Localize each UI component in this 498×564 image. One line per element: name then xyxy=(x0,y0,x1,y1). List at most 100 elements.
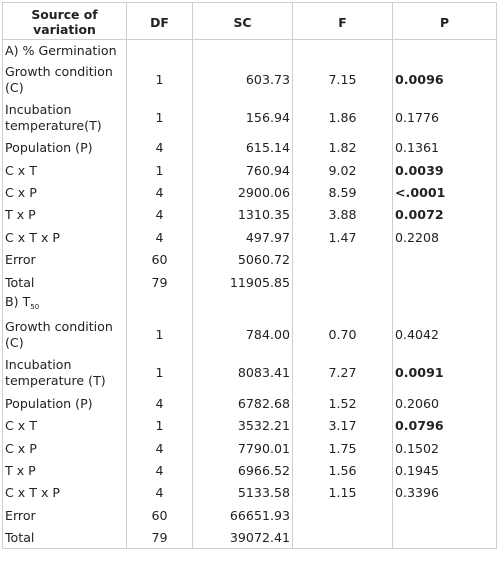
sc-cell: 497.97 xyxy=(192,226,293,249)
table-row: Error 60 5060.72 xyxy=(2,248,497,271)
p-cell: <.0001 xyxy=(392,181,497,204)
df-cell: 4 xyxy=(126,459,193,482)
table-row: Growth condition (C) 1 603.73 7.15 0.009… xyxy=(2,60,497,99)
source-cell: C x P xyxy=(2,181,127,204)
df-cell: 1 xyxy=(126,414,193,438)
section-b-row: B) T50 xyxy=(2,293,497,317)
f-cell: 3.88 xyxy=(292,203,393,227)
source-cell: Incubation temperature (T) xyxy=(2,354,127,393)
table-row: C x T 1 3532.21 3.17 0.0796 xyxy=(2,414,497,438)
source-cell: Incubation temperature(T) xyxy=(2,98,127,137)
df-cell: 4 xyxy=(126,226,193,249)
df-cell: 4 xyxy=(126,392,193,415)
p-cell: 0.0072 xyxy=(392,203,497,227)
sc-cell: 760.94 xyxy=(192,158,293,182)
table-row: C x T x P 4 5133.58 1.15 0.3396 xyxy=(2,481,497,505)
sc-cell: 784.00 xyxy=(192,316,293,355)
f-cell xyxy=(292,504,393,527)
sc-cell: 8083.41 xyxy=(192,354,293,393)
section-b-label-text: B) T xyxy=(5,294,31,310)
f-cell xyxy=(292,526,393,550)
f-cell: 7.15 xyxy=(292,60,393,99)
sc-cell: 11905.85 xyxy=(192,270,293,294)
table-row: Total 79 39072.41 xyxy=(2,526,497,550)
f-cell: 9.02 xyxy=(292,158,393,182)
df-cell: 4 xyxy=(126,181,193,204)
table-row: Incubation temperature (T) 1 8083.41 7.2… xyxy=(2,354,497,393)
df-cell: 1 xyxy=(126,316,193,355)
p-cell xyxy=(392,248,497,271)
source-cell: Population (P) xyxy=(2,392,127,415)
sc-cell: 5060.72 xyxy=(192,248,293,271)
table-row: T x P 4 1310.35 3.88 0.0072 xyxy=(2,203,497,227)
df-cell: 79 xyxy=(126,526,193,550)
p-cell: 0.2060 xyxy=(392,392,497,415)
df-cell: 60 xyxy=(126,248,193,271)
table-row: Incubation temperature(T) 1 156.94 1.86 … xyxy=(2,98,497,137)
table-row: C x T x P 4 497.97 1.47 0.2208 xyxy=(2,226,497,249)
header-f: F xyxy=(292,2,393,40)
table-row: T x P 4 6966.52 1.56 0.1945 xyxy=(2,459,497,482)
sc-cell: 7790.01 xyxy=(192,437,293,460)
p-cell: 0.2208 xyxy=(392,226,497,249)
source-cell: Total xyxy=(2,526,127,550)
sc-cell: 66651.93 xyxy=(192,504,293,527)
df-cell: 4 xyxy=(126,481,193,505)
f-cell: 8.59 xyxy=(292,181,393,204)
header-source: Source of variation xyxy=(2,2,127,40)
header-df: DF xyxy=(126,2,193,40)
f-cell: 1.75 xyxy=(292,437,393,460)
table-row: Population (P) 4 615.14 1.82 0.1361 xyxy=(2,136,497,159)
table-row: Total 79 11905.85 xyxy=(2,270,497,294)
source-cell: Total xyxy=(2,270,127,294)
sc-cell: 3532.21 xyxy=(192,414,293,438)
p-cell: 0.4042 xyxy=(392,316,497,355)
table-row: C x P 4 7790.01 1.75 0.1502 xyxy=(2,437,497,460)
p-cell: 0.1502 xyxy=(392,437,497,460)
df-cell: 4 xyxy=(126,136,193,159)
sc-cell: 5133.58 xyxy=(192,481,293,505)
p-cell: 0.1361 xyxy=(392,136,497,159)
p-cell xyxy=(392,504,497,527)
df-cell: 4 xyxy=(126,203,193,227)
source-cell: T x P xyxy=(2,459,127,482)
p-cell: 0.0796 xyxy=(392,414,497,438)
section-b-label-subscript: 50 xyxy=(30,303,40,312)
p-cell: 0.1776 xyxy=(392,98,497,137)
header-row: Source of variation DF SC F P xyxy=(2,2,497,40)
f-cell: 1.52 xyxy=(292,392,393,415)
sc-cell: 39072.41 xyxy=(192,526,293,550)
df-cell: 1 xyxy=(126,60,193,99)
sc-cell: 2900.06 xyxy=(192,181,293,204)
table-row: C x P 4 2900.06 8.59 <.0001 xyxy=(2,181,497,204)
source-cell: C x T x P xyxy=(2,481,127,505)
sc-cell: 156.94 xyxy=(192,98,293,137)
source-cell: Population (P) xyxy=(2,136,127,159)
source-cell: Growth condition (C) xyxy=(2,60,127,99)
p-cell: 0.0091 xyxy=(392,354,497,393)
f-cell: 1.86 xyxy=(292,98,393,137)
table-row: Population (P) 4 6782.68 1.52 0.2060 xyxy=(2,392,497,415)
p-cell: 0.0039 xyxy=(392,158,497,182)
df-cell: 4 xyxy=(126,437,193,460)
section-b-label: B) T50 xyxy=(2,293,127,317)
source-cell: Error xyxy=(2,504,127,527)
sc-cell: 6966.52 xyxy=(192,459,293,482)
p-cell xyxy=(392,526,497,550)
p-cell: 0.1945 xyxy=(392,459,497,482)
sc-cell: 1310.35 xyxy=(192,203,293,227)
source-cell: C x P xyxy=(2,437,127,460)
df-cell: 60 xyxy=(126,504,193,527)
header-p: P xyxy=(392,2,497,40)
source-cell: C x T xyxy=(2,158,127,182)
df-cell: 1 xyxy=(126,354,193,393)
f-cell: 3.17 xyxy=(292,414,393,438)
source-cell: Error xyxy=(2,248,127,271)
section-a-label: A) % Germination xyxy=(2,39,127,61)
sc-cell: 615.14 xyxy=(192,136,293,159)
f-cell: 1.15 xyxy=(292,481,393,505)
table-row: Error 60 66651.93 xyxy=(2,504,497,527)
f-cell xyxy=(292,270,393,294)
p-cell: 0.0096 xyxy=(392,60,497,99)
df-cell: 1 xyxy=(126,158,193,182)
